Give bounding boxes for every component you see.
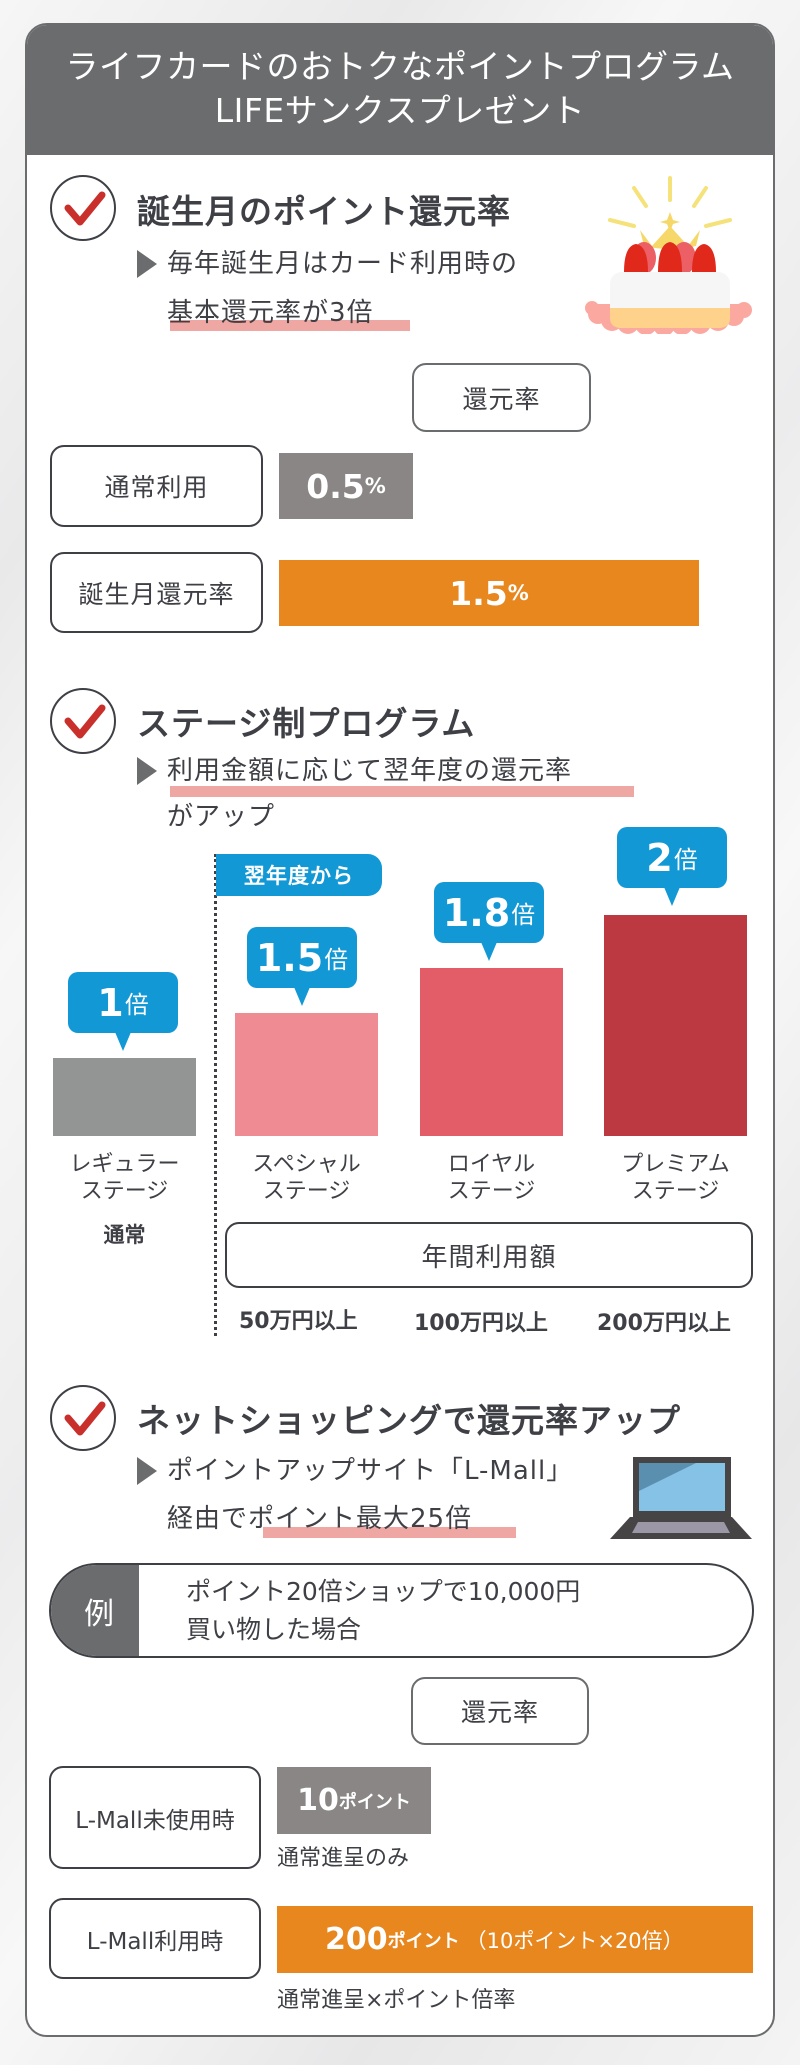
birthday-desc-line1: 毎年誕生月はカード利用時の	[167, 249, 519, 279]
row-label-lmall-unused: L-Mall未使用時	[49, 1766, 261, 1869]
multiplier-unit: 倍	[324, 946, 349, 974]
birthday-desc-line2: 基本還元率が3倍	[167, 298, 374, 328]
rate-unit: %	[364, 474, 386, 498]
example-line2: 買い物した場合	[186, 1615, 362, 1644]
check-circle-icon	[50, 1385, 116, 1451]
stage-bar-regular	[53, 1058, 196, 1136]
triangle-bullet-icon	[137, 757, 157, 785]
multiplier-value: 2	[646, 835, 673, 880]
stage-name-line2: ステージ	[631, 1179, 720, 1204]
points-detail: （10ポイント×20倍）	[465, 1928, 684, 1953]
laptop-icon	[610, 1457, 752, 1539]
stage-label-regular: レギュラー ステージ	[53, 1151, 196, 1205]
rate-unit: %	[507, 581, 529, 605]
stage-desc-line1: 利用金額に応じて翌年度の還元率	[167, 756, 573, 786]
highlight-underline	[263, 1527, 516, 1538]
stage-label-special: スペシャル ステージ	[235, 1151, 378, 1205]
example-box: 例 ポイント20倍ショップで10,000円 買い物した場合	[49, 1563, 754, 1658]
stage-name-line2: ステージ	[447, 1179, 536, 1204]
points-value: 200	[325, 1922, 388, 1957]
stage-desc-line2: がアップ	[167, 802, 276, 832]
birthday-cake-icon	[585, 176, 752, 334]
column-header-rate: 還元率	[412, 363, 591, 432]
stage-bar-premium	[604, 915, 747, 1136]
example-line1: ポイント20倍ショップで10,000円	[186, 1577, 581, 1606]
next-year-divider	[214, 854, 217, 1336]
highlight-underline	[170, 320, 410, 331]
section-heading-net: ネットショッピングで還元率アップ	[137, 1401, 681, 1440]
section-heading-birthday: 誕生月のポイント還元率	[137, 192, 511, 231]
rate-bar-birthday: 1.5%	[279, 560, 699, 626]
multiplier-value: 1.8	[442, 890, 511, 935]
stage-name-line1: スペシャル	[252, 1152, 361, 1177]
net-desc-line2: 経由でポイント最大25倍	[167, 1496, 472, 1542]
multiplier-bubble-royal: 1.8 倍	[434, 882, 544, 961]
points-unit: ポイント	[338, 1791, 411, 1813]
points-note-used: 通常進呈×ポイント倍率	[277, 1988, 516, 2013]
rate-value: 0.5	[306, 466, 365, 506]
highlight-underline	[170, 786, 634, 797]
threshold-special: 50万円以上	[239, 1309, 358, 1334]
row-label-birthday: 誕生月還元率	[50, 552, 263, 633]
stage-name-line2: ステージ	[262, 1179, 351, 1204]
stage-name-line1: プレミアム	[621, 1152, 730, 1177]
triangle-bullet-icon	[137, 1457, 157, 1485]
rate-bar-normal: 0.5%	[279, 453, 413, 519]
rate-value: 1.5	[449, 573, 508, 613]
annual-usage-label: 年間利用額	[225, 1222, 753, 1288]
threshold-royal: 100万円以上	[414, 1311, 548, 1336]
stage-name-line1: ロイヤル	[447, 1152, 536, 1177]
stage-label-royal: ロイヤル ステージ	[420, 1151, 563, 1205]
card-header: ライフカードのおトクなポイントプログラム LIFEサンクスプレゼント	[27, 25, 773, 155]
stage-bar-royal	[420, 968, 563, 1136]
stage-label-premium: プレミアム ステージ	[604, 1151, 747, 1205]
check-circle-icon	[50, 688, 116, 754]
points-bar-used: 200 ポイント （10ポイント×20倍）	[277, 1906, 753, 1973]
net-desc-highlight: ポイント最大25倍	[248, 1504, 473, 1534]
example-text: ポイント20倍ショップで10,000円 買い物した場合	[186, 1573, 580, 1649]
points-bar-unused: 10 ポイント	[277, 1767, 431, 1834]
next-year-badge: 翌年度から	[216, 854, 382, 896]
multiplier-bubble-special: 1.5 倍	[247, 927, 357, 1006]
multiplier-value: 1	[97, 980, 124, 1025]
page-title-line2: LIFEサンクスプレゼント	[214, 91, 586, 130]
points-unit: ポイント	[387, 1930, 460, 1952]
multiplier-unit: 倍	[511, 901, 536, 929]
stage-name-line2: ステージ	[80, 1179, 169, 1204]
column-header-rate: 還元率	[411, 1677, 589, 1745]
page-title-line1: ライフカードのおトクなポイントプログラム	[65, 47, 735, 86]
row-label-lmall-used: L-Mall利用時	[49, 1898, 261, 1979]
points-value: 10	[297, 1783, 339, 1818]
regular-note: 通常	[103, 1223, 146, 1247]
triangle-bullet-icon	[137, 250, 157, 278]
net-desc-line1: ポイントアップサイト「L-Mall」	[167, 1456, 574, 1486]
check-circle-icon	[50, 175, 116, 241]
multiplier-unit: 倍	[124, 991, 149, 1019]
multiplier-value: 1.5	[255, 935, 324, 980]
stage-bar-special	[235, 1013, 378, 1136]
net-desc-plain: 経由で	[167, 1504, 249, 1534]
points-note-unused: 通常進呈のみ	[277, 1846, 410, 1871]
row-label-normal: 通常利用	[50, 445, 263, 527]
multiplier-unit: 倍	[673, 846, 698, 874]
example-tag: 例	[51, 1565, 139, 1656]
stage-name-line1: レギュラー	[69, 1152, 180, 1177]
threshold-premium: 200万円以上	[597, 1311, 731, 1336]
section-heading-stage: ステージ制プログラム	[137, 704, 476, 743]
